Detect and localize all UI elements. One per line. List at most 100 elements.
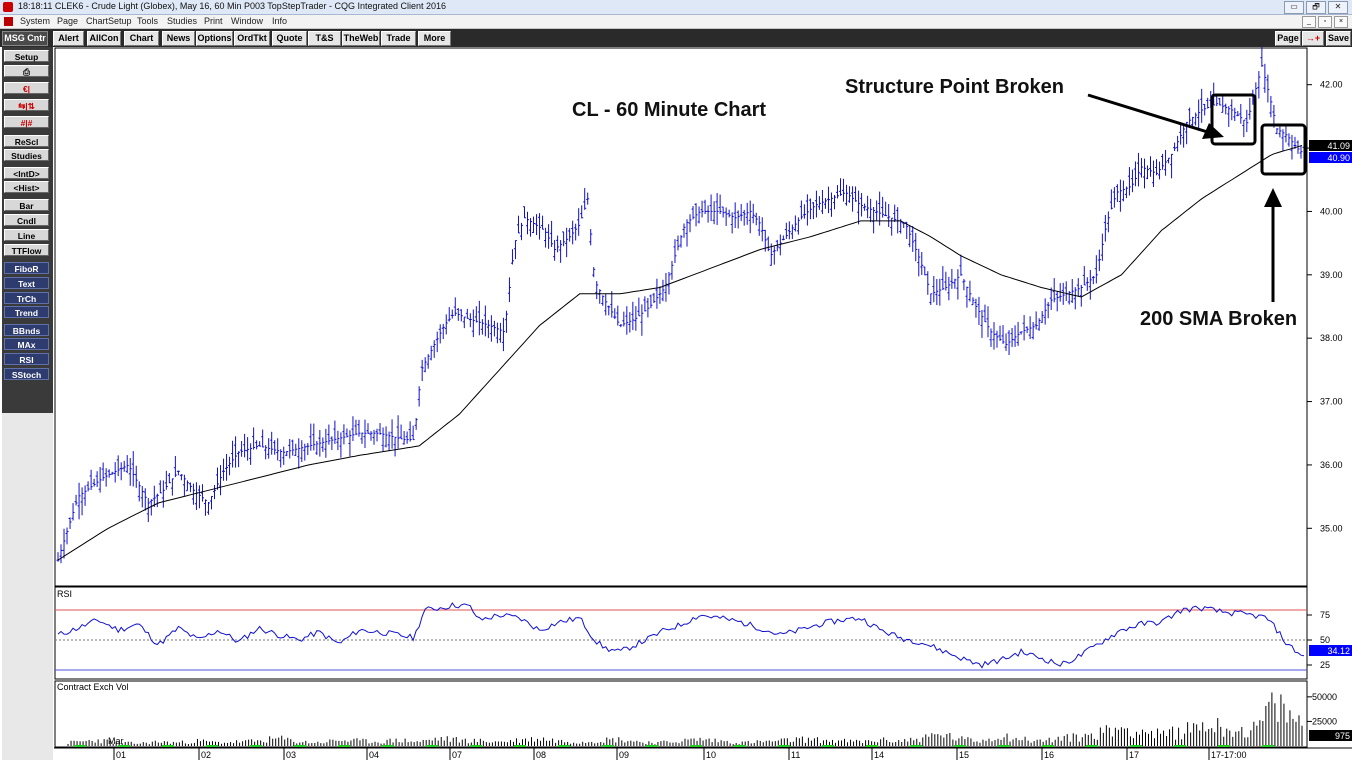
last-price-tag-text: 40.90 [1327, 153, 1350, 163]
price-tick-label: 42.00 [1320, 80, 1343, 90]
time-tick-label: 08 [536, 750, 546, 760]
sma-broken-annotation[interactable]: 200 SMA Broken [1140, 308, 1297, 330]
rsi-button[interactable]: RSI [4, 353, 49, 365]
currency-icon[interactable]: €| [4, 82, 49, 94]
session-marker [206, 745, 218, 747]
close-icon[interactable]: ✕ [1328, 1, 1348, 14]
trend-line-button[interactable]: Trend [4, 306, 49, 318]
bar-chart-button[interactable]: Bar [4, 199, 49, 211]
menu-studies[interactable]: Studies [167, 16, 198, 26]
mdi-minimize-icon[interactable]: _ [1302, 16, 1316, 28]
session-marker [954, 745, 966, 747]
volume-value-tag-text: 975 [1335, 731, 1350, 741]
volume-y-axis: 50000 25000 [1307, 692, 1337, 726]
menu-print[interactable]: Print [204, 16, 223, 26]
chart-canvas[interactable]: 42.0041.0040.0039.0038.0037.0036.0035.00… [54, 46, 1352, 760]
menu-bar: System Page ChartSetup Tools Studies Pri… [0, 15, 1352, 29]
options-button[interactable]: Options [196, 31, 233, 46]
time-tick-label: 01 [116, 750, 126, 760]
alert-button[interactable]: Alert [53, 31, 84, 46]
time-and-sales-button[interactable]: T&S [308, 31, 341, 46]
time-tick-label: 03 [286, 750, 296, 760]
slow-stochastic-button[interactable]: SStoch [4, 368, 49, 380]
cqg-icon[interactable] [4, 17, 13, 26]
volume-panel-label: Contract Exch Vol [57, 682, 129, 692]
trend-channel-button[interactable]: TrCh [4, 292, 49, 304]
session-marker [778, 745, 790, 747]
rsi-y-axis: 75 50 25 [1307, 610, 1330, 670]
page-button[interactable]: Page [1275, 31, 1301, 46]
minimize-icon[interactable]: ▭ [1284, 1, 1304, 14]
session-marker [382, 745, 394, 747]
volume-panel-frame [54, 680, 1308, 748]
swap-axes-icon[interactable]: ⇆|⇅ [4, 99, 49, 111]
mdi-close-icon[interactable]: × [1334, 16, 1348, 28]
history-button[interactable]: <Hist> [4, 181, 49, 193]
add-page-arrow-button[interactable]: →+ [1302, 31, 1324, 46]
sma-arrow-head [1264, 188, 1282, 207]
more-button[interactable]: More [418, 31, 451, 46]
session-marker [118, 745, 130, 747]
rescale-button[interactable]: ReScl [4, 135, 49, 147]
chart-button[interactable]: Chart [124, 31, 159, 46]
volume-tick-label: 50000 [1312, 692, 1337, 702]
time-tick-label: 04 [369, 750, 379, 760]
time-tick-label: 02 [201, 750, 211, 760]
setup-button[interactable]: Setup [4, 50, 49, 62]
price-tick-label: 36.00 [1320, 460, 1343, 470]
quote-button[interactable]: Quote [272, 31, 307, 46]
app-logo-icon [3, 2, 13, 12]
restore-icon[interactable]: 🗗 [1306, 1, 1326, 14]
mdi-restore-icon[interactable]: ▫ [1318, 16, 1332, 28]
session-marker [998, 745, 1010, 747]
menu-system[interactable]: System [20, 16, 51, 26]
window-title: 18:18:11 CLEK6 - Crude Light (Globex), M… [18, 1, 447, 11]
chart-area[interactable]: 42.0041.0040.0039.0038.0037.0036.0035.00… [54, 46, 1352, 760]
window-titlebar: 18:18:11 CLEK6 - Crude Light (Globex), M… [0, 0, 1352, 15]
time-tick-label: 16 [1044, 750, 1054, 760]
news-button[interactable]: News [162, 31, 195, 46]
session-marker [426, 745, 438, 747]
ttflow-button[interactable]: TTFlow [4, 244, 49, 256]
theweb-button[interactable]: TheWeb [342, 31, 380, 46]
chart-background [54, 47, 1352, 760]
print-icon[interactable]: ⎙ [4, 65, 49, 77]
session-marker [910, 745, 922, 747]
ordtkt-button[interactable]: OrdTkt [234, 31, 270, 46]
menu-tools[interactable]: Tools [137, 16, 159, 26]
window-controls: ▭ 🗗 ✕ [1284, 1, 1348, 14]
menu-info[interactable]: Info [272, 16, 288, 26]
line-chart-button[interactable]: Line [4, 229, 49, 241]
trade-button[interactable]: Trade [381, 31, 416, 46]
price-tick-label: 35.00 [1320, 523, 1343, 533]
rsi-panel-frame [54, 586, 1308, 680]
bollinger-bands-button[interactable]: BBnds [4, 324, 49, 336]
save-button[interactable]: Save [1326, 31, 1351, 46]
text-tool-button[interactable]: Text [4, 277, 49, 289]
moving-average-button[interactable]: MAx [4, 338, 49, 350]
structure-arrow-line [1087, 93, 1215, 136]
volume-tick-label: 25000 [1312, 716, 1337, 726]
msg-center-button[interactable]: MSG Cntr [2, 31, 48, 46]
main-toolbar: MSG Cntr Alert AllCon Chart News Options… [0, 29, 1352, 47]
price-panel-frame [54, 47, 1308, 587]
time-tick-label: 09 [619, 750, 629, 760]
studies-button[interactable]: Studies [4, 149, 49, 161]
menu-chartsetup[interactable]: ChartSetup [86, 16, 132, 26]
structure-point-annotation[interactable]: Structure Point Broken [845, 76, 1064, 98]
price-tags: 41.09 40.90 [1309, 140, 1352, 163]
candle-chart-button[interactable]: Cndl [4, 214, 49, 226]
time-tick-label: 17-17:00 [1211, 750, 1247, 760]
volume-value-tag-bg [1309, 730, 1352, 741]
allcon-button[interactable]: AllCon [87, 31, 121, 46]
session-marker [74, 745, 86, 747]
grid-icon[interactable]: #|# [4, 116, 49, 128]
fibonacci-button[interactable]: FiboR [4, 262, 49, 274]
menu-window[interactable]: Window [231, 16, 264, 26]
sma-tag-text: 41.09 [1327, 141, 1350, 151]
time-tick-label: 10 [706, 750, 716, 760]
chart-title-annotation[interactable]: CL - 60 Minute Chart [572, 99, 766, 121]
price-tick-label: 39.00 [1320, 270, 1343, 280]
intraday-button[interactable]: <IntD> [4, 167, 49, 179]
menu-page[interactable]: Page [57, 16, 79, 26]
